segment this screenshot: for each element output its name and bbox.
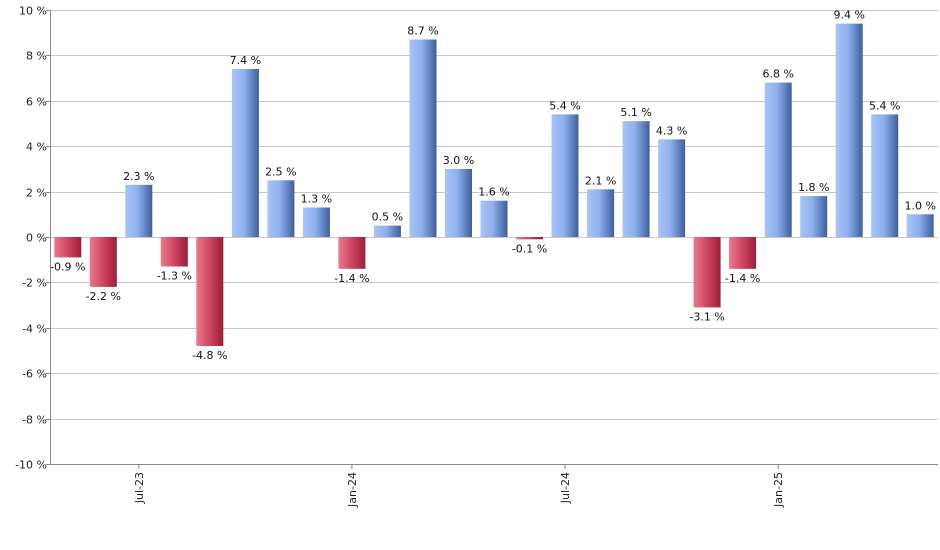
ytick-label: 2 % — [26, 187, 47, 200]
data-label: 8.7 % — [407, 25, 438, 38]
data-label: -1.4 % — [725, 272, 760, 285]
bar — [729, 237, 757, 269]
ytick-label: 4 % — [26, 141, 47, 154]
bar — [551, 114, 579, 237]
bar — [338, 237, 366, 269]
bar — [658, 139, 686, 237]
data-label: 2.1 % — [585, 174, 616, 187]
bar — [409, 39, 437, 237]
ytick-label: -6 % — [22, 368, 47, 381]
data-label: -1.3 % — [157, 270, 192, 283]
bar — [125, 184, 153, 237]
data-label: -1.4 % — [334, 272, 369, 285]
bar — [906, 214, 934, 237]
data-label: -4.8 % — [192, 349, 227, 362]
xtick-label: Jan-25 — [772, 472, 785, 508]
data-label: -0.9 % — [50, 260, 85, 273]
bar — [302, 207, 330, 237]
ytick-label: 0 % — [26, 232, 47, 245]
bar — [516, 237, 543, 240]
bar — [693, 237, 721, 308]
bar — [54, 237, 82, 258]
data-label: 1.0 % — [904, 199, 935, 212]
ytick-label: -8 % — [22, 414, 47, 427]
bar — [622, 121, 650, 237]
ytick-label: -10 % — [15, 459, 47, 472]
bar — [231, 69, 259, 237]
data-label: 9.4 % — [833, 9, 864, 22]
data-label: 1.8 % — [798, 181, 829, 194]
ytick-label: 6 % — [26, 96, 47, 109]
xtick-label: Jul-24 — [559, 472, 572, 504]
data-label: 4.3 % — [656, 124, 687, 137]
xtick-label: Jan-24 — [346, 472, 359, 508]
data-label: 2.3 % — [123, 170, 154, 183]
bar — [835, 23, 863, 237]
data-label: 1.3 % — [301, 193, 332, 206]
data-label: -2.2 % — [86, 290, 121, 303]
ytick-label: -4 % — [22, 323, 47, 336]
data-label: 1.6 % — [478, 186, 509, 199]
data-label: 2.5 % — [265, 165, 296, 178]
bar — [445, 168, 472, 237]
data-label: 3.0 % — [443, 154, 474, 167]
ytick-label: 10 % — [19, 5, 47, 18]
data-label: 5.4 % — [869, 99, 900, 112]
data-label: -0.1 % — [512, 242, 547, 255]
bar — [587, 189, 615, 237]
y-axis: -10 % -8 % -6 % -4 % -2 % 0 % 2 % 4 % 6 % 8 % 10 % — [15, 5, 51, 472]
data-label: -3.1 % — [689, 310, 724, 323]
bar — [480, 200, 508, 237]
ytick-label: -2 % — [22, 277, 47, 290]
x-axis: Jul-23 Jan-24 Jul-24 Jan-25 — [50, 464, 938, 508]
bar — [373, 225, 401, 237]
bars — [54, 23, 934, 346]
data-label: 0.5 % — [372, 211, 403, 224]
data-label: 7.4 % — [230, 54, 261, 67]
bar — [800, 196, 828, 237]
bar — [871, 114, 899, 237]
data-labels: -0.9 % -2.2 % 2.3 % -1.3 % -4.8 % 7.4 % 2.5 % 1… — [50, 9, 936, 362]
xtick-label: Jul-23 — [133, 472, 146, 504]
ytick-label: 8 % — [26, 50, 47, 63]
bar — [196, 237, 224, 346]
data-label: 6.8 % — [762, 68, 793, 81]
bar — [764, 82, 792, 237]
bar — [267, 180, 295, 238]
bar — [160, 237, 188, 267]
bar — [89, 237, 117, 287]
data-label: 5.4 % — [549, 99, 580, 112]
data-label: 5.1 % — [620, 106, 651, 119]
